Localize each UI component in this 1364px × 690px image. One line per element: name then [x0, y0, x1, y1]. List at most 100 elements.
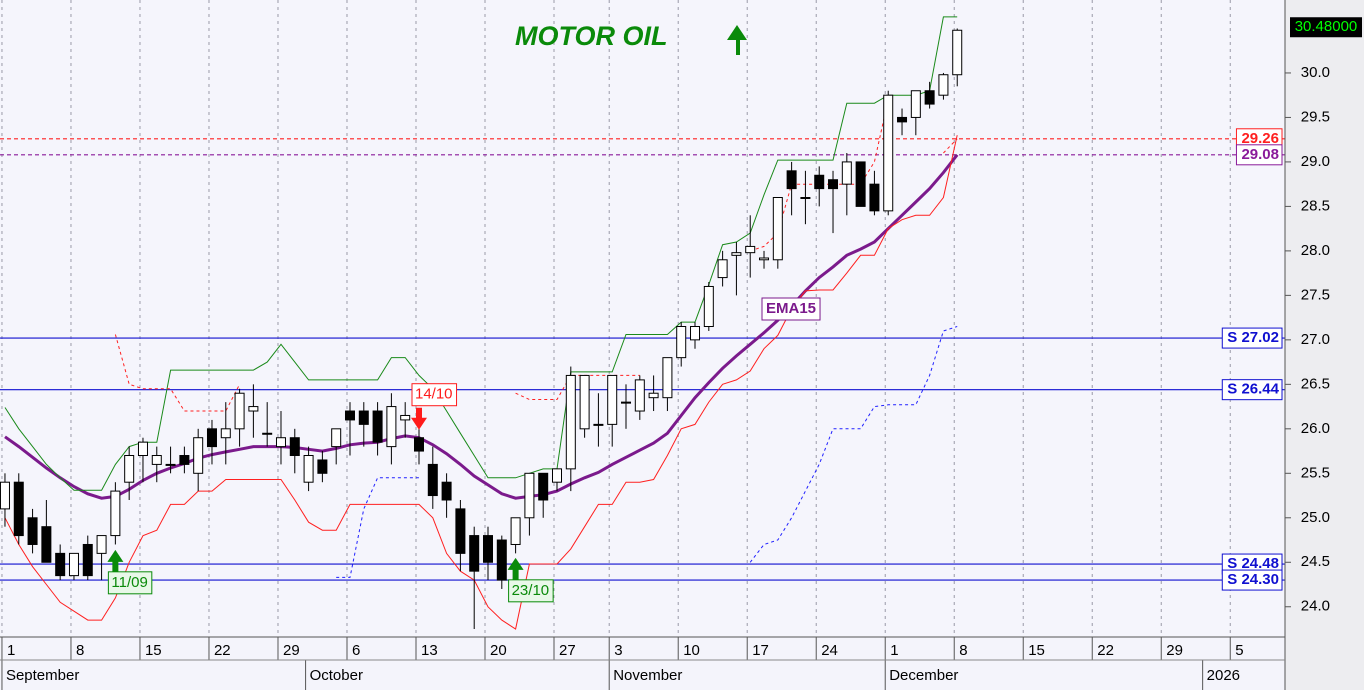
- candle-body: [841, 161, 852, 185]
- candle-body: [648, 392, 659, 399]
- candle-body: [275, 437, 286, 448]
- candle-body: [151, 455, 162, 465]
- candle-body: [800, 197, 811, 200]
- candle-body: [538, 472, 549, 501]
- series-label: EMA15: [766, 300, 816, 317]
- candle-body: [441, 481, 452, 501]
- y-tick-label: 27.0: [1301, 331, 1330, 348]
- candle-body: [703, 285, 714, 328]
- x-tick-label: 3: [614, 642, 622, 659]
- y-tick-label: 24.0: [1301, 598, 1330, 615]
- candle-body: [262, 432, 273, 435]
- candle-body: [759, 257, 770, 261]
- candle-body: [883, 94, 894, 212]
- candle-body: [248, 406, 259, 412]
- x-tick-label: 22: [1097, 642, 1114, 659]
- candle-body: [634, 379, 645, 412]
- candle-body: [234, 392, 245, 430]
- candle-body: [358, 410, 369, 425]
- level-label: S 27.02: [1227, 329, 1279, 346]
- candle-body: [206, 428, 217, 448]
- candle-body: [331, 428, 342, 448]
- candle-body: [344, 410, 355, 421]
- candle-body: [372, 410, 383, 443]
- x-tick-label: 6: [352, 642, 360, 659]
- candle-body: [814, 174, 825, 190]
- candle-body: [828, 179, 839, 190]
- candle-body: [510, 517, 521, 545]
- candle-body: [469, 535, 480, 572]
- y-tick-label: 30.0: [1301, 64, 1330, 81]
- level-label-box: [1221, 379, 1283, 401]
- y-tick-label: 26.5: [1301, 375, 1330, 392]
- candle-body: [910, 90, 921, 118]
- level-label-box: [1235, 144, 1283, 166]
- level-label: S 24.30: [1227, 571, 1279, 588]
- signal-arrow: [107, 549, 124, 572]
- y-tick-label: 29.0: [1301, 153, 1330, 170]
- y-tick-label: 28.0: [1301, 242, 1330, 259]
- level-label: 29.08: [1241, 146, 1279, 163]
- level-label-box: [1221, 569, 1283, 591]
- y-tick-label: 29.5: [1301, 108, 1330, 125]
- signal-label-box: [508, 579, 554, 603]
- candle-body: [289, 437, 300, 457]
- candle-body: [179, 455, 190, 465]
- signal-label: 23/10: [512, 582, 550, 599]
- y-axis-area: [1285, 0, 1364, 690]
- month-label: December: [889, 667, 958, 684]
- candle-body: [55, 552, 66, 577]
- x-tick-label: 20: [490, 642, 507, 659]
- chart-title: MOTOR OIL: [515, 21, 668, 51]
- candle-body: [110, 490, 121, 537]
- level-label: 29.26: [1241, 130, 1279, 147]
- candle-body: [496, 539, 507, 581]
- x-tick-label: 22: [214, 642, 231, 659]
- y-tick-label: 24.5: [1301, 553, 1330, 570]
- candle-body: [96, 535, 107, 554]
- signal-label-box: [411, 383, 458, 407]
- x-tick-label: 15: [145, 642, 162, 659]
- candle-body: [579, 374, 590, 430]
- candle-body: [124, 455, 135, 483]
- candle-body: [786, 170, 797, 190]
- x-tick-label: 17: [752, 642, 769, 659]
- candle-body: [137, 441, 148, 457]
- month-label: September: [6, 667, 79, 684]
- signal-label: 14/10: [415, 386, 453, 403]
- x-tick-label: 27: [559, 642, 576, 659]
- signal-label-box: [107, 571, 153, 595]
- candle-body: [427, 463, 438, 497]
- candle-body: [952, 29, 963, 76]
- candle-body: [0, 481, 10, 510]
- candle-body: [676, 326, 687, 359]
- indicator-line: [336, 326, 958, 578]
- month-label: October: [310, 667, 363, 684]
- x-tick-label: 10: [683, 642, 700, 659]
- candle-body: [386, 406, 397, 448]
- signal-label: 11/09: [111, 574, 147, 591]
- x-tick-label: 29: [283, 642, 300, 659]
- candle-body: [400, 414, 411, 421]
- last-price-box: [1290, 17, 1362, 38]
- y-tick-label: 25.0: [1301, 509, 1330, 526]
- indicator-line: [4, 16, 958, 491]
- candle-body: [524, 472, 535, 519]
- candle-body: [68, 552, 79, 577]
- signal-arrow: [507, 557, 524, 580]
- x-tick-label: 8: [76, 642, 84, 659]
- candle-body: [165, 463, 176, 466]
- x-tick-label: 29: [1166, 642, 1183, 659]
- x-tick-label: 1: [7, 642, 15, 659]
- candle-body: [924, 90, 935, 105]
- series-label-box: [761, 297, 821, 321]
- candle-body: [13, 481, 24, 537]
- candle-body: [220, 428, 231, 439]
- candle-body: [455, 508, 466, 554]
- x-tick-label: 15: [1028, 642, 1045, 659]
- candle-body: [607, 374, 618, 425]
- candle-body: [621, 401, 632, 404]
